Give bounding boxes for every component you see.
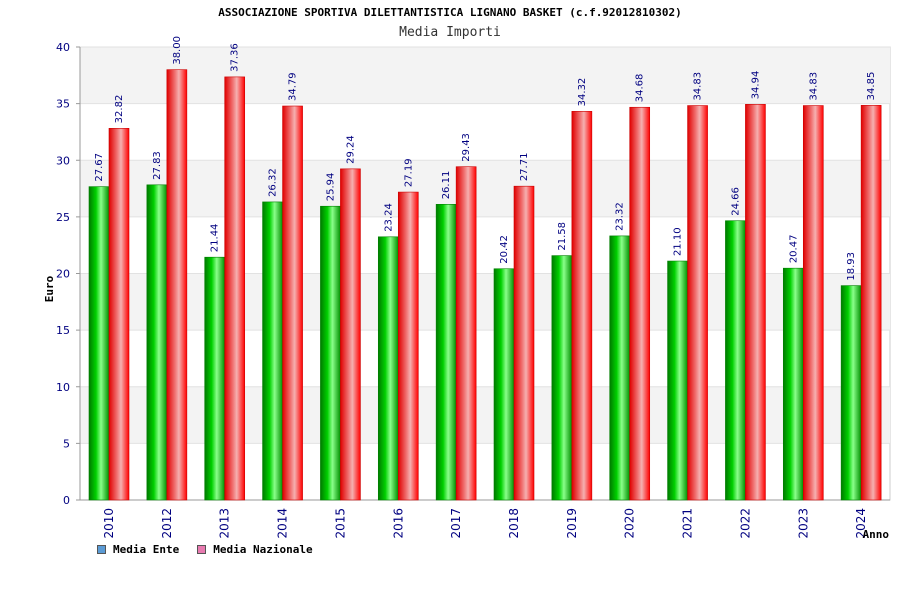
legend-label-media-nazionale: Media Nazionale	[213, 543, 313, 556]
x-tick-label: 2010	[102, 508, 116, 539]
x-tick-label: 2015	[333, 508, 347, 539]
legend: Media Ente Media Nazionale	[97, 543, 313, 556]
bar-media-nazionale	[166, 69, 188, 501]
data-label-media-ente: 26.32	[268, 168, 279, 197]
x-tick-label: 2012	[160, 508, 174, 539]
bar-media-nazionale	[455, 166, 477, 501]
x-tick-label: 2021	[681, 508, 695, 539]
x-tick-label: 2014	[276, 508, 290, 539]
bar-media-nazionale	[571, 111, 593, 501]
x-tick-label: 2024	[854, 508, 868, 539]
bar-media-ente	[435, 204, 457, 501]
data-label-media-nazionale: 32.82	[114, 95, 125, 124]
bar-media-ente	[840, 285, 862, 501]
x-tick-label: 2016	[391, 508, 405, 539]
data-label-media-ente: 20.42	[499, 235, 510, 264]
y-axis-label: Euro	[43, 275, 56, 302]
data-label-media-ente: 26.11	[441, 171, 452, 200]
data-label-media-nazionale: 27.19	[403, 158, 414, 187]
data-label-media-nazionale: 29.24	[345, 135, 356, 164]
bar-media-nazionale	[860, 105, 882, 501]
legend-item-media-nazionale: Media Nazionale	[197, 543, 313, 556]
data-label-media-nazionale: 34.85	[866, 72, 877, 101]
bar-media-nazionale	[397, 191, 419, 501]
y-tick-label: 40	[56, 41, 70, 54]
bar-media-nazionale	[802, 105, 824, 501]
data-label-media-nazionale: 34.68	[635, 74, 646, 103]
y-tick-label: 0	[63, 494, 70, 507]
grid-band	[80, 273, 890, 331]
data-label-media-ente: 25.94	[325, 173, 336, 202]
y-tick-label: 10	[56, 381, 70, 394]
bar-media-ente	[320, 205, 341, 501]
x-tick-label: 2013	[218, 508, 232, 539]
bar-media-nazionale	[108, 128, 130, 501]
x-tick-label: 2017	[449, 508, 463, 539]
bar-media-nazionale	[282, 105, 303, 501]
legend-swatch-media-nazionale	[197, 545, 207, 554]
bar-media-nazionale	[224, 76, 246, 501]
data-label-media-nazionale: 38.00	[172, 36, 183, 65]
bar-media-ente	[725, 220, 746, 501]
y-tick-label: 35	[56, 98, 70, 111]
x-tick-label: 2019	[565, 508, 579, 539]
data-label-media-ente: 24.66	[730, 187, 741, 216]
data-label-media-ente: 21.58	[557, 222, 568, 251]
data-label-media-nazionale: 34.32	[577, 78, 588, 107]
chart-title: ASSOCIAZIONE SPORTIVA DILETTANTISTICA LI…	[218, 6, 682, 19]
bar-media-nazionale	[513, 185, 535, 501]
x-tick-label: 2022	[738, 508, 752, 539]
grid-band	[80, 386, 890, 444]
chart-subtitle: Media Importi	[399, 25, 501, 40]
bar-media-ente	[551, 255, 573, 501]
data-label-media-ente: 20.47	[788, 235, 799, 264]
data-label-media-ente: 27.83	[152, 151, 163, 180]
legend-item-media-ente: Media Ente	[97, 543, 179, 556]
y-tick-label: 15	[56, 324, 70, 337]
data-label-media-ente: 18.93	[846, 252, 857, 281]
x-axis-label: Anno	[863, 528, 890, 541]
data-label-media-nazionale: 34.83	[693, 72, 704, 101]
bar-media-ente	[204, 256, 226, 501]
data-label-media-ente: 23.24	[383, 203, 394, 232]
bar-media-nazionale	[340, 168, 361, 501]
bar-media-nazionale	[745, 104, 766, 501]
data-label-media-nazionale: 37.36	[230, 43, 241, 72]
bar-media-ente	[262, 201, 283, 501]
y-tick-label: 25	[56, 211, 70, 224]
y-tick-label: 30	[56, 154, 70, 167]
data-label-media-ente: 23.32	[615, 202, 626, 231]
bar-media-nazionale	[629, 106, 651, 501]
data-label-media-nazionale: 29.43	[461, 133, 472, 162]
bar-media-ente	[146, 184, 168, 501]
x-tick-label: 2018	[507, 508, 521, 539]
grid-band	[80, 160, 890, 217]
x-tick-label: 2023	[796, 508, 810, 539]
data-label-media-nazionale: 34.94	[750, 71, 761, 100]
bar-media-ente	[493, 268, 515, 501]
legend-label-media-ente: Media Ente	[113, 543, 180, 556]
x-tick-label: 2020	[623, 508, 637, 539]
bar-media-ente	[667, 260, 688, 501]
data-label-media-ente: 27.67	[94, 153, 105, 182]
bar-media-ente	[782, 267, 804, 501]
bar-media-ente	[377, 236, 399, 501]
data-label-media-ente: 21.10	[673, 227, 684, 256]
data-label-media-ente: 21.44	[210, 224, 221, 253]
data-label-media-nazionale: 34.83	[808, 72, 819, 101]
grid-band	[80, 47, 890, 104]
data-label-media-nazionale: 27.71	[519, 153, 530, 182]
bar-media-nazionale	[687, 105, 708, 501]
bar-media-ente	[609, 235, 631, 501]
legend-swatch-media-ente	[97, 545, 106, 554]
y-tick-label: 20	[56, 268, 70, 281]
y-tick-label: 5	[63, 437, 70, 450]
bar-media-ente	[88, 186, 110, 501]
data-label-media-nazionale: 34.79	[288, 72, 299, 101]
